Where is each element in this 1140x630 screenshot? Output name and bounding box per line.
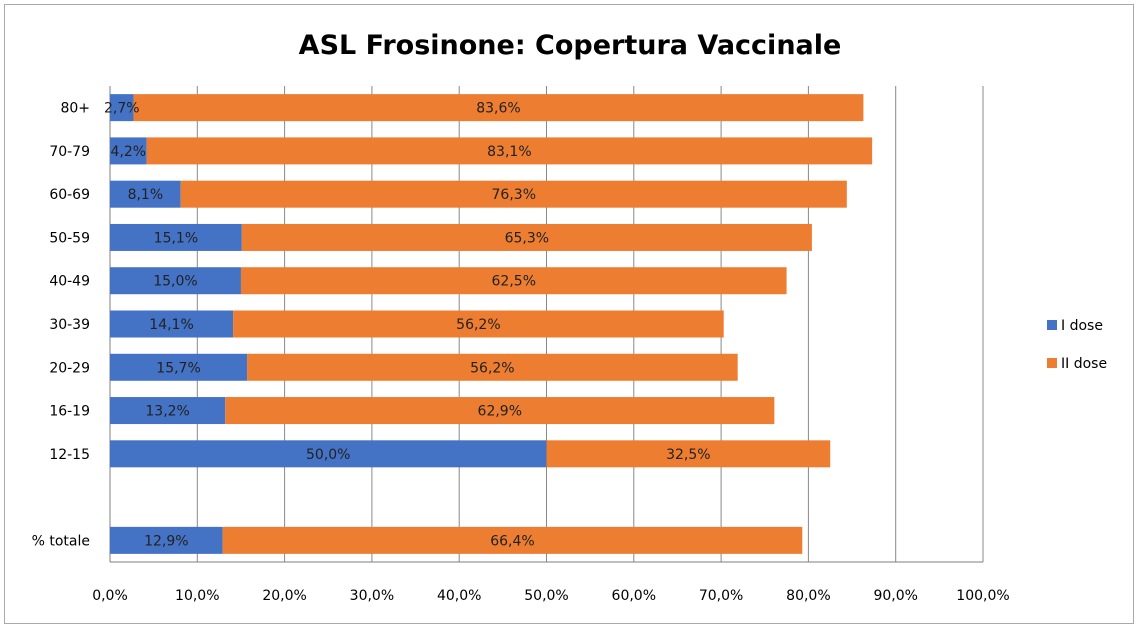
bar-ii-dose (180, 180, 847, 208)
category-label: 20-29 (49, 360, 90, 376)
x-tick-label: 10,0% (175, 588, 219, 604)
category-label: 30-39 (49, 317, 90, 333)
bar-data-label: 2,7% (104, 101, 140, 117)
x-tick-label: 30,0% (350, 588, 394, 604)
bar-i-dose (110, 440, 547, 468)
x-tick-label: 0,0% (92, 588, 128, 604)
bar-data-label: 14,1% (149, 317, 193, 333)
category-label: 16-19 (49, 404, 90, 420)
bar-ii-dose (222, 526, 803, 554)
bar-data-label: 32,5% (666, 447, 710, 463)
bar-i-dose (110, 94, 134, 122)
bar-i-dose (110, 397, 226, 425)
bar-i-dose (110, 526, 223, 554)
bar-data-label: 15,1% (154, 230, 198, 246)
x-tick-labels: 0,0% 10,0% 20,0% 30,0% 40,0% 50,0% 60,0% 70,0% 8… (92, 588, 1009, 604)
bar-i-dose (110, 267, 241, 295)
bar-ii-dose (146, 137, 873, 165)
legend-swatch (1047, 320, 1057, 330)
x-tick-label: 20,0% (262, 588, 306, 604)
bar-data-label: 56,2% (456, 317, 500, 333)
legend: I dose II dose (1047, 318, 1107, 372)
bar-data-label: 83,1% (487, 144, 531, 160)
bar-data-label: 4,2% (111, 144, 147, 160)
bar-ii-dose (240, 267, 787, 295)
bar-ii-dose (546, 440, 831, 468)
chart-title: ASL Frosinone: Copertura Vaccinale (299, 30, 842, 61)
legend-swatch (1047, 358, 1057, 368)
category-label: 50-59 (49, 230, 90, 246)
bar-data-label: 8,1% (128, 187, 164, 203)
x-tick-label: 60,0% (612, 588, 656, 604)
bar-i-dose (110, 310, 234, 338)
bar-ii-dose (233, 310, 724, 338)
bars (110, 94, 873, 554)
gridlines (109, 86, 984, 563)
bar-i-dose (110, 137, 147, 165)
bar-i-dose (110, 180, 181, 208)
bar-data-label: 56,2% (470, 360, 514, 376)
bar-data-label: 15,7% (156, 360, 200, 376)
bar-i-dose (110, 353, 248, 381)
x-tick-label: 90,0% (873, 588, 917, 604)
bar-ii-dose (133, 94, 864, 122)
bar-data-label: 62,5% (492, 274, 536, 290)
bar-ii-dose (247, 353, 738, 381)
category-label: 80+ (60, 101, 90, 117)
category-label: 60-69 (49, 187, 90, 203)
bar-data-label: 66,4% (490, 533, 534, 549)
x-tick-label: 50,0% (524, 588, 568, 604)
bar-data-label: 83,6% (476, 101, 520, 117)
bar-data-label: 65,3% (505, 230, 549, 246)
category-label: 40-49 (49, 274, 90, 290)
bar-ii-dose (241, 223, 812, 251)
x-tick-label: 80,0% (786, 588, 830, 604)
bar-data-label: 50,0% (306, 447, 350, 463)
bar-data-label: 12,9% (144, 533, 188, 549)
bar-data-label: 62,9% (478, 404, 522, 420)
x-tick-label: 100,0% (956, 588, 1009, 604)
x-tick-label: 70,0% (699, 588, 743, 604)
bar-data-label: 13,2% (145, 404, 189, 420)
category-label: % totale (32, 533, 90, 549)
bar-data-label: 15,0% (153, 274, 197, 290)
category-label: 70-79 (49, 144, 90, 160)
bar-data-label: 76,3% (492, 187, 536, 203)
category-labels: 80+ 70-79 60-69 50-59 40-49 30-39 20-29 16-19 12… (32, 101, 90, 550)
bar-i-dose (110, 223, 242, 251)
x-tick-label: 40,0% (437, 588, 481, 604)
legend-entry: II dose (1061, 356, 1107, 372)
category-label: 12-15 (49, 447, 90, 463)
data-labels: 2,7% 83,6% 4,2% 83,1% 8,1% 76,3% 15,1% 65,3% 15,… (104, 101, 711, 550)
legend-entry: I dose (1061, 318, 1103, 334)
bar-ii-dose (225, 397, 775, 425)
